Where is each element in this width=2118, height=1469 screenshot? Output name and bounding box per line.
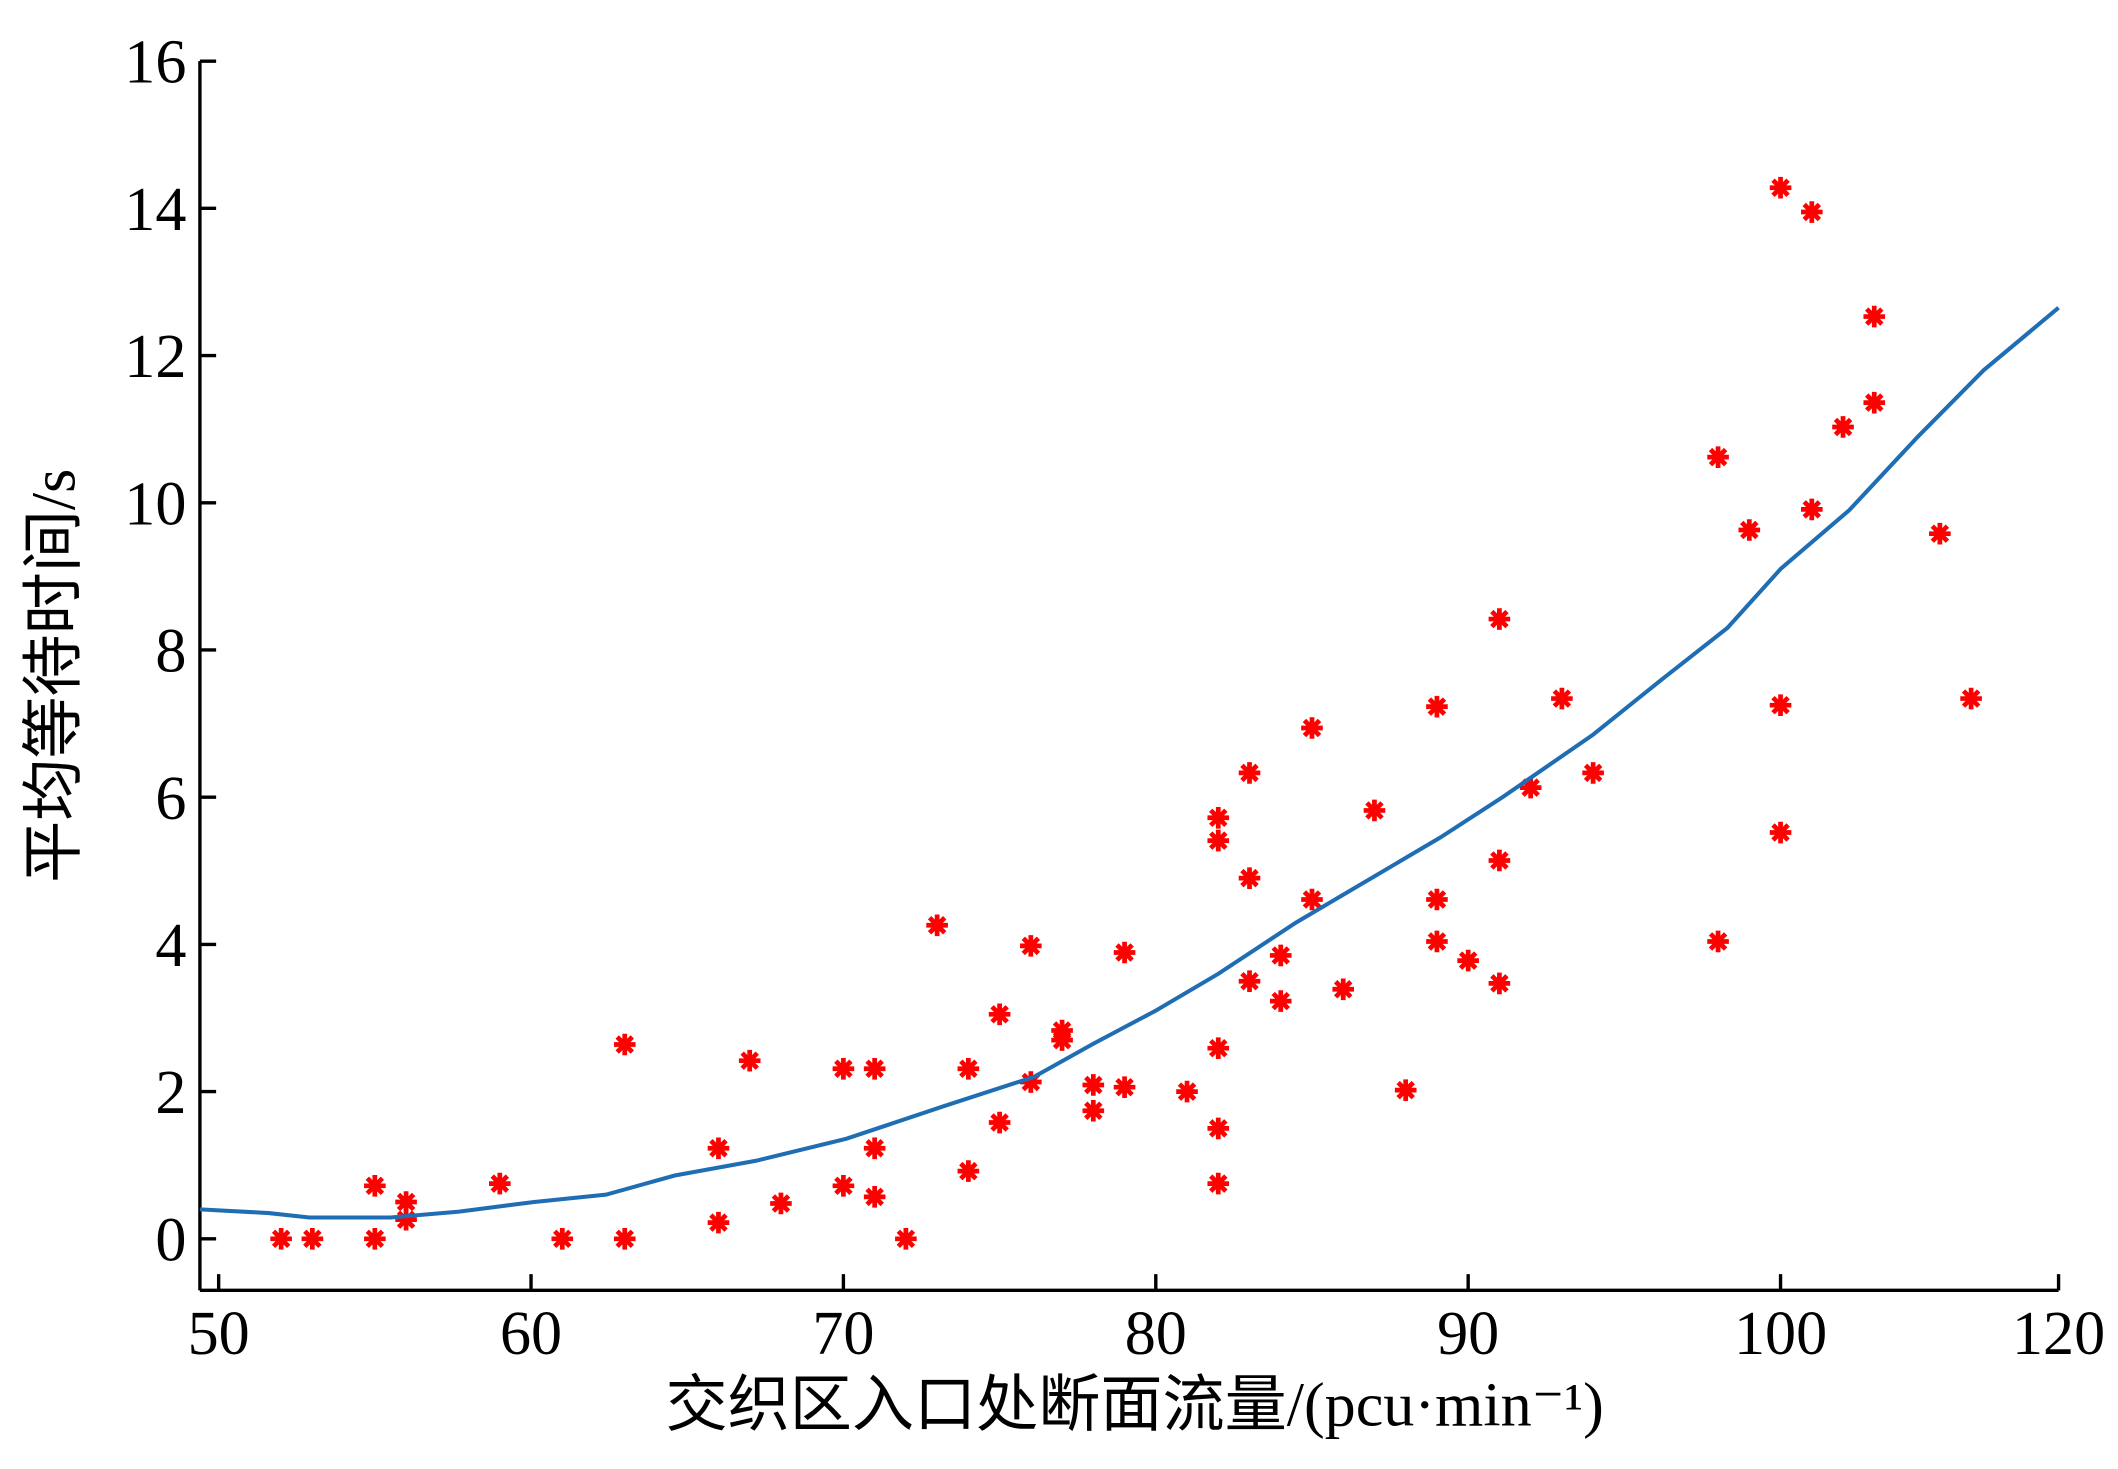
data-point [1082, 1074, 1105, 1096]
data-point [1832, 416, 1854, 438]
data-point [364, 1175, 386, 1197]
data-point [613, 1033, 636, 1056]
data-point [1207, 806, 1230, 829]
data-point [1582, 762, 1604, 784]
data-point [395, 1208, 417, 1231]
data-point [1269, 990, 1292, 1012]
data-point [1176, 1080, 1198, 1103]
data-point [1426, 930, 1448, 953]
data-point [270, 1228, 292, 1250]
data-point [1394, 1079, 1417, 1101]
data-point [1769, 176, 1792, 199]
data-point [1738, 519, 1761, 541]
data-point [863, 1137, 886, 1160]
data-point [832, 1175, 855, 1197]
y-tick-label: 6 [155, 765, 186, 833]
data-point [1301, 717, 1323, 739]
data-point [1332, 978, 1355, 1001]
data-point [1707, 446, 1729, 468]
data-point [1551, 687, 1573, 710]
data-point [551, 1228, 574, 1250]
data-point [1269, 944, 1292, 967]
x-tick-label: 50 [188, 1300, 250, 1368]
data-point [707, 1137, 730, 1160]
data-point [1707, 930, 1729, 953]
x-tick-label: 80 [1125, 1300, 1187, 1368]
data-point [988, 1003, 1011, 1026]
data-point [1301, 888, 1323, 911]
data-point [1426, 695, 1448, 718]
data-point [1082, 1099, 1105, 1122]
data-point [1020, 935, 1042, 957]
data-point [988, 1111, 1011, 1134]
data-point [1800, 498, 1823, 521]
data-point [1863, 305, 1886, 328]
y-tick-label: 2 [155, 1059, 186, 1127]
data-point [1769, 821, 1792, 844]
data-point [1457, 949, 1479, 972]
data-point [488, 1172, 511, 1195]
y-tick-label: 8 [155, 618, 186, 686]
data-point [1238, 762, 1261, 784]
data-point [832, 1057, 855, 1080]
data-point [1113, 941, 1136, 964]
data-point [863, 1057, 886, 1080]
data-point [1363, 799, 1386, 822]
data-point [1207, 829, 1230, 852]
y-tick-label: 4 [155, 912, 186, 980]
y-axis-label: 平均等待时间/s [20, 469, 88, 883]
data-point [1863, 391, 1886, 414]
data-point [395, 1191, 417, 1213]
data-point [957, 1160, 980, 1182]
data-point [1207, 1172, 1230, 1195]
fit-line [199, 306, 2060, 1220]
y-tick-label: 16 [124, 29, 186, 97]
data-point [770, 1192, 792, 1215]
data-point [1207, 1037, 1230, 1059]
data-point [1051, 1029, 1073, 1051]
data-point [1960, 687, 1982, 710]
data-point [926, 914, 948, 937]
data-point [895, 1228, 917, 1250]
data-point [1800, 201, 1823, 223]
data-point [1238, 867, 1261, 889]
x-tick-label: 90 [1437, 1300, 1499, 1368]
data-point [1488, 608, 1511, 630]
data-point [1020, 1071, 1042, 1093]
y-tick-label: 12 [124, 323, 186, 391]
y-tick-label: 14 [124, 176, 186, 244]
x-tick-label: 120 [2012, 1300, 2105, 1368]
x-tick-label: 60 [500, 1300, 562, 1368]
data-point [738, 1049, 761, 1072]
data-point [863, 1186, 886, 1208]
data-point [1238, 970, 1261, 993]
y-tick-label: 10 [124, 470, 186, 538]
data-point [1519, 776, 1542, 799]
data-point [1488, 849, 1511, 872]
y-tick-label: 0 [155, 1206, 186, 1274]
data-point [301, 1228, 324, 1250]
data-point [1769, 694, 1792, 716]
data-point [957, 1057, 980, 1080]
x-axis-label: 交织区入口处断面流量/(pcu·min⁻¹) [665, 1371, 1603, 1439]
data-point [1207, 1117, 1230, 1140]
data-point [1426, 888, 1448, 911]
data-point [613, 1228, 636, 1250]
x-tick-label: 70 [812, 1300, 874, 1368]
data-point [364, 1228, 386, 1250]
data-point [1488, 972, 1511, 995]
data-point [707, 1211, 730, 1234]
data-point [1929, 522, 1951, 545]
data-point [1113, 1076, 1136, 1098]
x-tick-label: 100 [1734, 1300, 1827, 1368]
